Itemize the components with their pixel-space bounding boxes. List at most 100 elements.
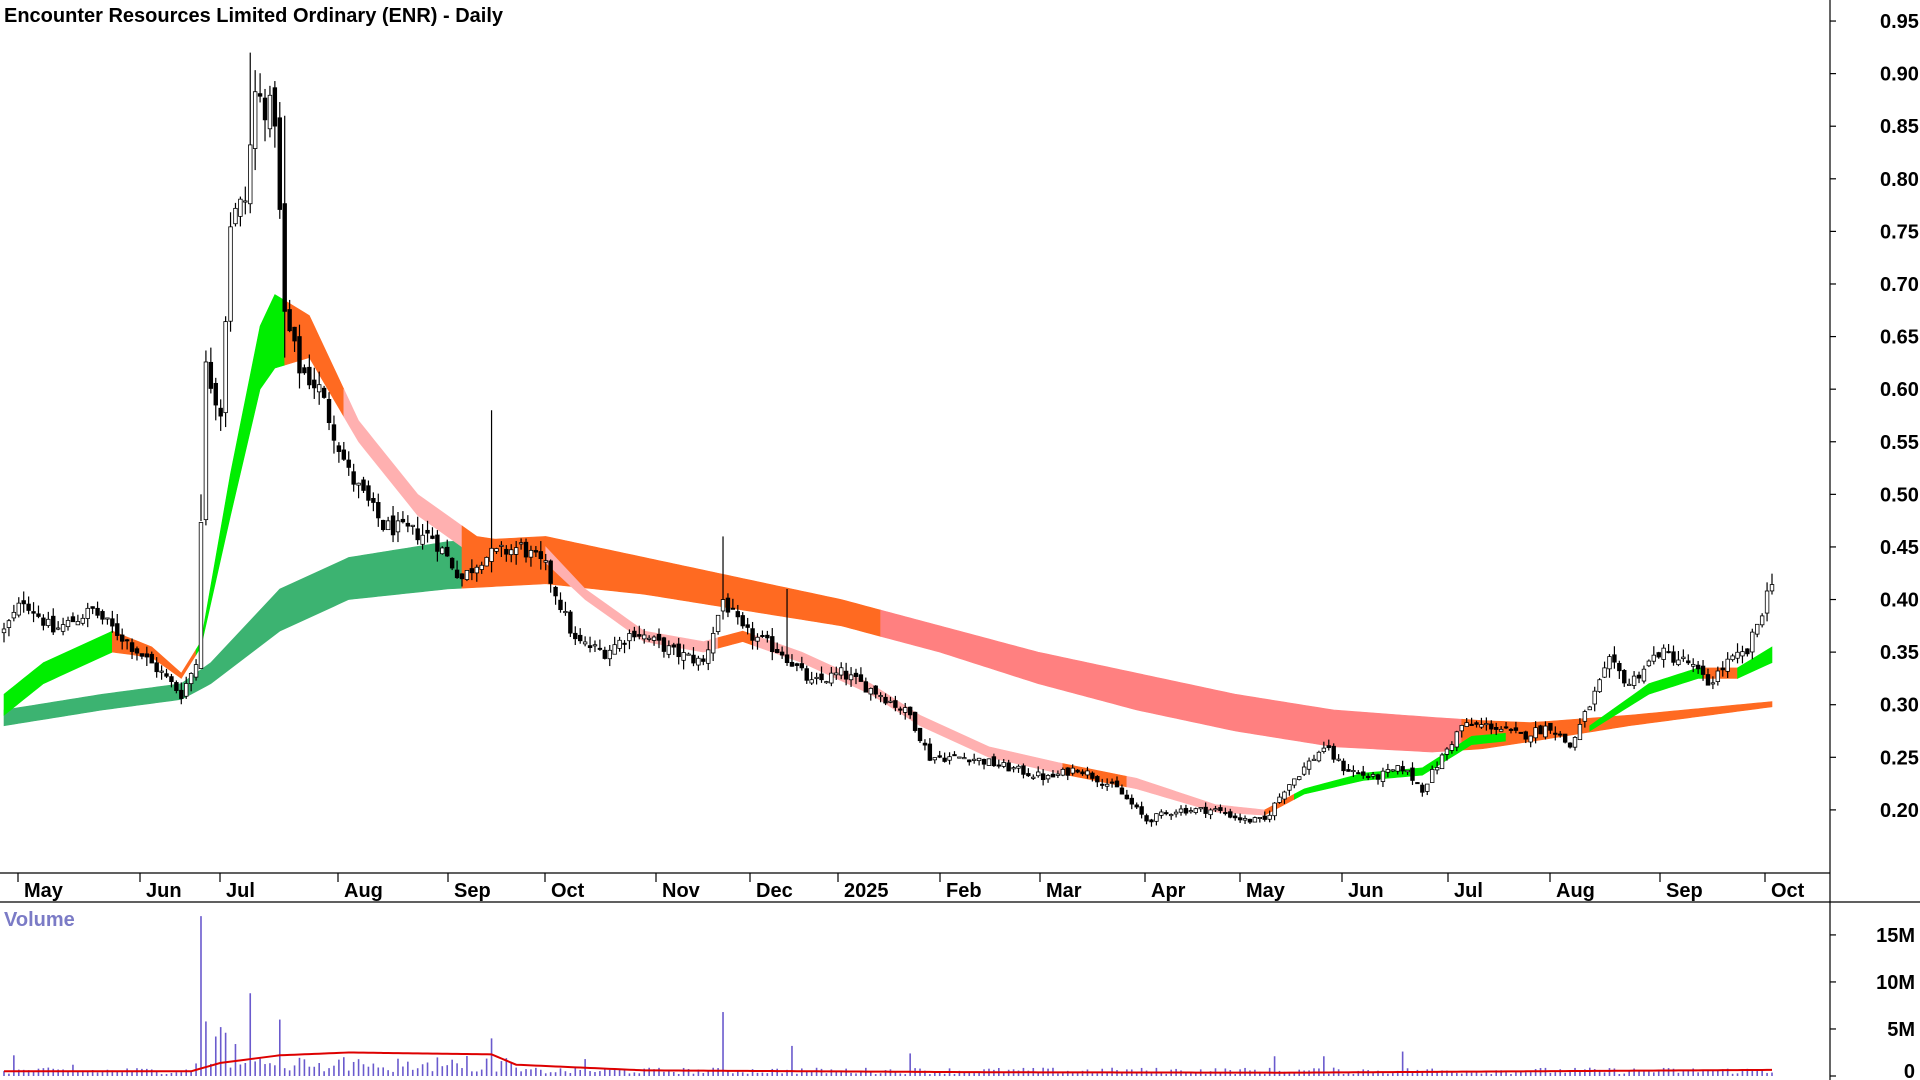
volume-tick-label: 15M (1876, 925, 1915, 947)
candle-body (1489, 723, 1494, 730)
candle-body (1429, 769, 1435, 783)
candle-body (671, 644, 676, 648)
candle-body (292, 326, 297, 342)
candle-body (809, 679, 814, 684)
candle-body (1193, 808, 1198, 813)
candle-body (1021, 765, 1026, 775)
candle-body (1558, 733, 1563, 736)
candle-body (1636, 674, 1642, 679)
candle-body (1755, 623, 1760, 635)
candle-body (1159, 811, 1164, 816)
candle-body (927, 743, 933, 761)
candle-body (814, 676, 819, 679)
candle-body (371, 498, 376, 503)
candle-body (932, 757, 937, 761)
candle-body (105, 617, 110, 620)
candle-body (1523, 731, 1528, 740)
candle-body (80, 617, 85, 624)
candle-body (1031, 776, 1036, 779)
candle-body (750, 628, 755, 641)
candle-body (1016, 765, 1021, 769)
candle-body (701, 658, 706, 662)
candle-body (1124, 794, 1130, 800)
candle-body (1331, 745, 1336, 760)
time-tick-label: May (24, 880, 64, 902)
candle-body (1469, 723, 1474, 726)
candle-body (277, 117, 282, 210)
candle-body (661, 637, 667, 652)
candle-body (799, 663, 805, 669)
candle-body (834, 672, 839, 676)
candle-body (100, 611, 105, 620)
candle-body (1154, 813, 1159, 822)
candle-body (942, 757, 947, 762)
candle-body (1562, 733, 1568, 743)
candle-body (878, 695, 883, 698)
candle-body (316, 384, 322, 393)
candle-body (1730, 655, 1735, 661)
candle-body (666, 645, 672, 655)
candle-body (1459, 725, 1464, 732)
price-tick-label: 0.85 (1880, 116, 1919, 138)
candle-body (1203, 806, 1208, 814)
candle-body (1691, 664, 1696, 667)
candle-body (1168, 814, 1174, 817)
time-tick-label: Aug (344, 880, 383, 902)
ribbon-segment (3, 540, 463, 727)
candle-body (1100, 783, 1105, 786)
candle-body (922, 742, 928, 746)
time-tick-label: Aug (1556, 880, 1595, 902)
candle-body (1420, 784, 1425, 793)
candle-body (1710, 682, 1716, 685)
candle-body (36, 613, 41, 617)
price-tick-label: 0.30 (1880, 695, 1919, 717)
candle-body (208, 361, 214, 389)
candle-body (1740, 651, 1745, 657)
candle-body (715, 614, 721, 632)
candle-body (174, 682, 179, 692)
candle-body (518, 542, 524, 545)
candle-body (1085, 770, 1090, 776)
candle-body (1474, 722, 1479, 725)
candle-body (1252, 817, 1258, 823)
price-tick-label: 0.45 (1880, 537, 1919, 559)
candle-body (1139, 806, 1144, 815)
candle-body (1080, 771, 1085, 775)
candle-body (223, 321, 228, 414)
candle-body (888, 700, 893, 703)
price-axis-ticks: 0.95 0.90 0.85 0.80 0.75 0.70 0.65 0.60 0.55 0.50… (1830, 11, 1919, 822)
candle-body (70, 616, 76, 623)
candle-body (1666, 651, 1671, 654)
candle-body (297, 336, 302, 374)
candle-body (134, 648, 140, 654)
candle-body (1646, 660, 1652, 667)
candle-body (829, 672, 834, 684)
candle-body (312, 379, 317, 389)
candle-body (893, 700, 898, 708)
candle-body (1543, 725, 1548, 738)
price-tick-label: 0.40 (1880, 590, 1919, 612)
candle-body (730, 607, 736, 610)
candle-body (179, 689, 184, 699)
candle-body (1104, 783, 1110, 787)
candle-body (1454, 731, 1460, 748)
candle-body (1681, 656, 1686, 659)
candle-body (1218, 807, 1223, 811)
candle-body (720, 599, 726, 612)
price-tick-label: 0.50 (1880, 484, 1919, 506)
volume-bars (3, 916, 1773, 1076)
candle-body (971, 758, 977, 761)
candle-body (770, 636, 775, 653)
candle-body (449, 557, 455, 569)
candle-body (642, 634, 647, 640)
price-tick-label: 0.25 (1880, 747, 1919, 769)
time-tick-label: Jun (1348, 880, 1384, 902)
candle-body (1759, 615, 1765, 626)
candle-body (1351, 770, 1356, 773)
candle-body (553, 586, 558, 597)
candle-body (1735, 651, 1740, 659)
time-tick-label: Feb (946, 880, 982, 902)
candle-body (1464, 722, 1469, 727)
candle-body (198, 522, 204, 669)
candle-body (1336, 758, 1341, 761)
